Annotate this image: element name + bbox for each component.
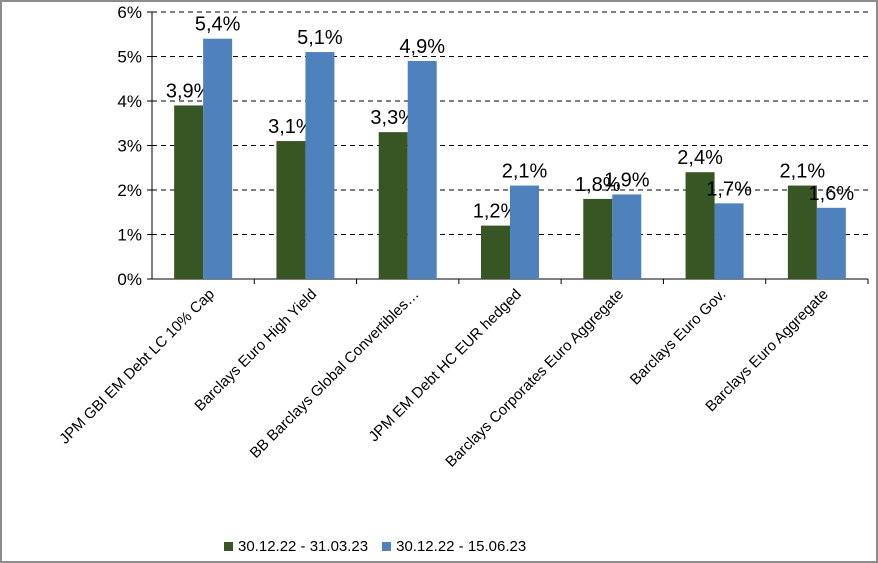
data-label: 2,4% [677, 147, 723, 169]
data-label: 2,1% [780, 161, 826, 183]
legend-item-series-2: 30.12.22 - 15.06.23 [382, 538, 526, 555]
legend-label: 30.12.22 - 31.03.23 [238, 538, 369, 555]
bar [305, 52, 335, 279]
bar [481, 225, 510, 279]
bar [685, 172, 715, 279]
bar [583, 198, 613, 279]
legend-swatch [224, 542, 233, 551]
y-tick-label: 0% [117, 270, 142, 289]
data-label: 5,4% [195, 14, 241, 36]
data-label: 1,6% [809, 183, 855, 205]
data-label: 3,3% [370, 107, 416, 129]
data-label: 1,9% [604, 169, 650, 191]
x-tick-label: BB Barclays Global Convertibles… [247, 286, 423, 462]
legend-label: 30.12.22 - 15.06.23 [396, 538, 527, 555]
y-tick-label: 3% [117, 137, 142, 156]
data-label: 5,1% [297, 27, 343, 49]
bar [276, 141, 306, 279]
bar [787, 185, 817, 279]
y-tick-label: 5% [117, 48, 142, 67]
legend: 30.12.22 - 31.03.23 30.12.22 - 15.06.23 [224, 538, 526, 555]
bar [612, 194, 642, 279]
x-tick-label: JPM GBI EM Debt LC 10% Cap [56, 286, 218, 448]
legend-item-series-1: 30.12.22 - 31.03.23 [224, 538, 368, 555]
legend-swatch [382, 542, 392, 551]
x-tick-label: Barclays Corporates Euro Aggregate [442, 286, 627, 471]
data-label: 4,9% [399, 36, 445, 58]
bar [816, 207, 846, 279]
y-tick-label: 1% [117, 226, 142, 245]
data-label: 1,2% [473, 201, 519, 223]
bar [203, 38, 233, 280]
data-label: 3,9% [166, 80, 212, 102]
bar [407, 60, 437, 280]
data-label: 1,7% [706, 178, 752, 200]
data-label: 3,1% [268, 116, 314, 138]
bar [714, 203, 744, 279]
bar [378, 132, 408, 279]
y-tick-label: 2% [117, 181, 142, 200]
y-tick-label: 4% [117, 92, 142, 111]
data-label: 1,8% [575, 174, 621, 196]
data-label: 2,1% [502, 161, 548, 183]
bar [174, 105, 204, 279]
bar [510, 185, 539, 279]
y-tick-label: 6% [117, 3, 142, 22]
x-tick-label: Barclays Euro Gov. [627, 286, 730, 389]
